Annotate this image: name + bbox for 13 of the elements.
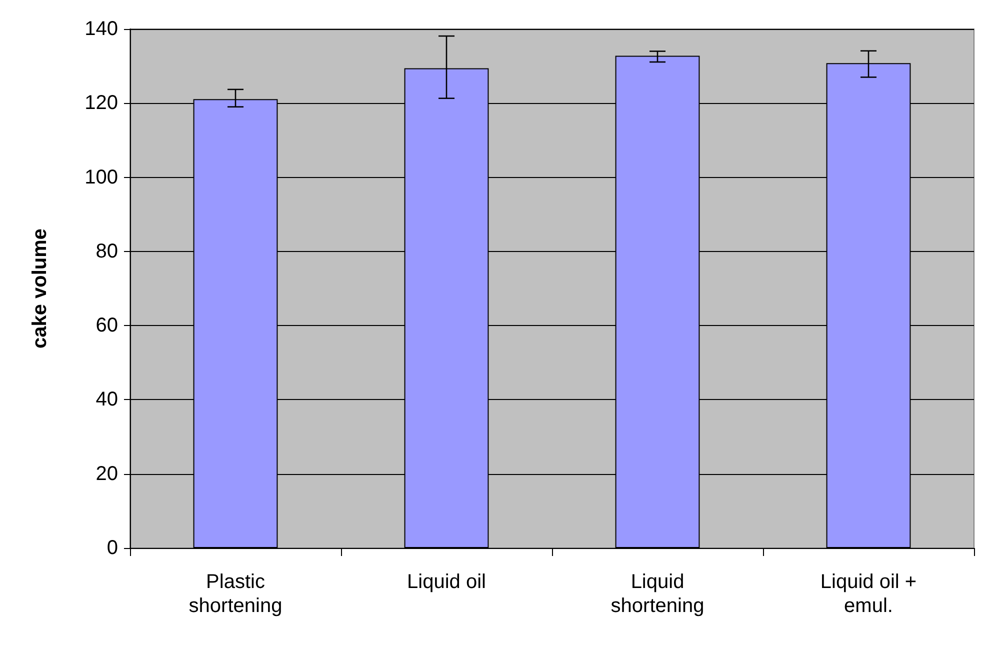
y-tick-label: 80	[96, 240, 118, 262]
x-tick-label: Liquid oil + emul.	[820, 571, 917, 617]
y-tick-label: 100	[84, 166, 118, 188]
y-tick-label: 20	[96, 462, 118, 485]
x-tick-label: Liquid shortening	[610, 571, 704, 617]
y-tick-label: 140	[84, 18, 118, 40]
y-tick-label: 40	[96, 388, 118, 411]
y-tick-label: 60	[96, 314, 118, 337]
y-axis-title: cake volume	[29, 228, 51, 349]
x-tick-label: Plastic shortening	[188, 571, 282, 617]
x-tick-label: Liquid oil	[407, 571, 486, 593]
y-tick-label: 120	[84, 92, 118, 114]
y-tick-label: 0	[106, 537, 118, 559]
